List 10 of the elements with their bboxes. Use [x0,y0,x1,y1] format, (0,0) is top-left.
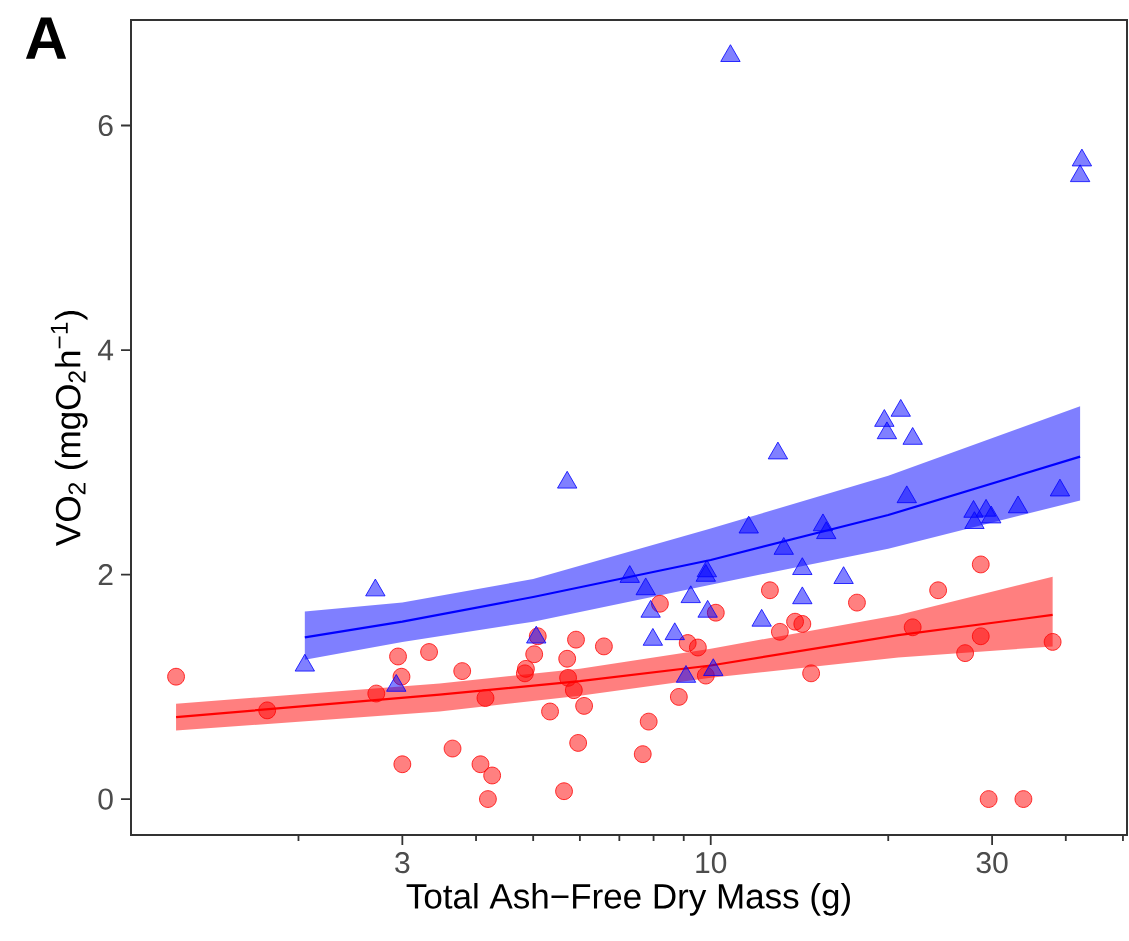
y-tick-label: 6 [98,114,113,137]
chart-title: A [25,17,67,59]
x-tick-label: 3 [395,852,410,874]
y-axis-title: VO$_{2}$ (mgO$_{2}$h$^{−1}$) [50,311,88,546]
y-tick-label: 2 [98,564,113,586]
y-tick-label: 4 [97,339,114,361]
x-axis-title: Total Ash−Free Dry Mass (g) [406,883,850,916]
y-tick-label: 0 [98,788,113,810]
x-tick-label: 30 [976,852,1008,874]
x-tick-label: 10 [696,852,727,874]
